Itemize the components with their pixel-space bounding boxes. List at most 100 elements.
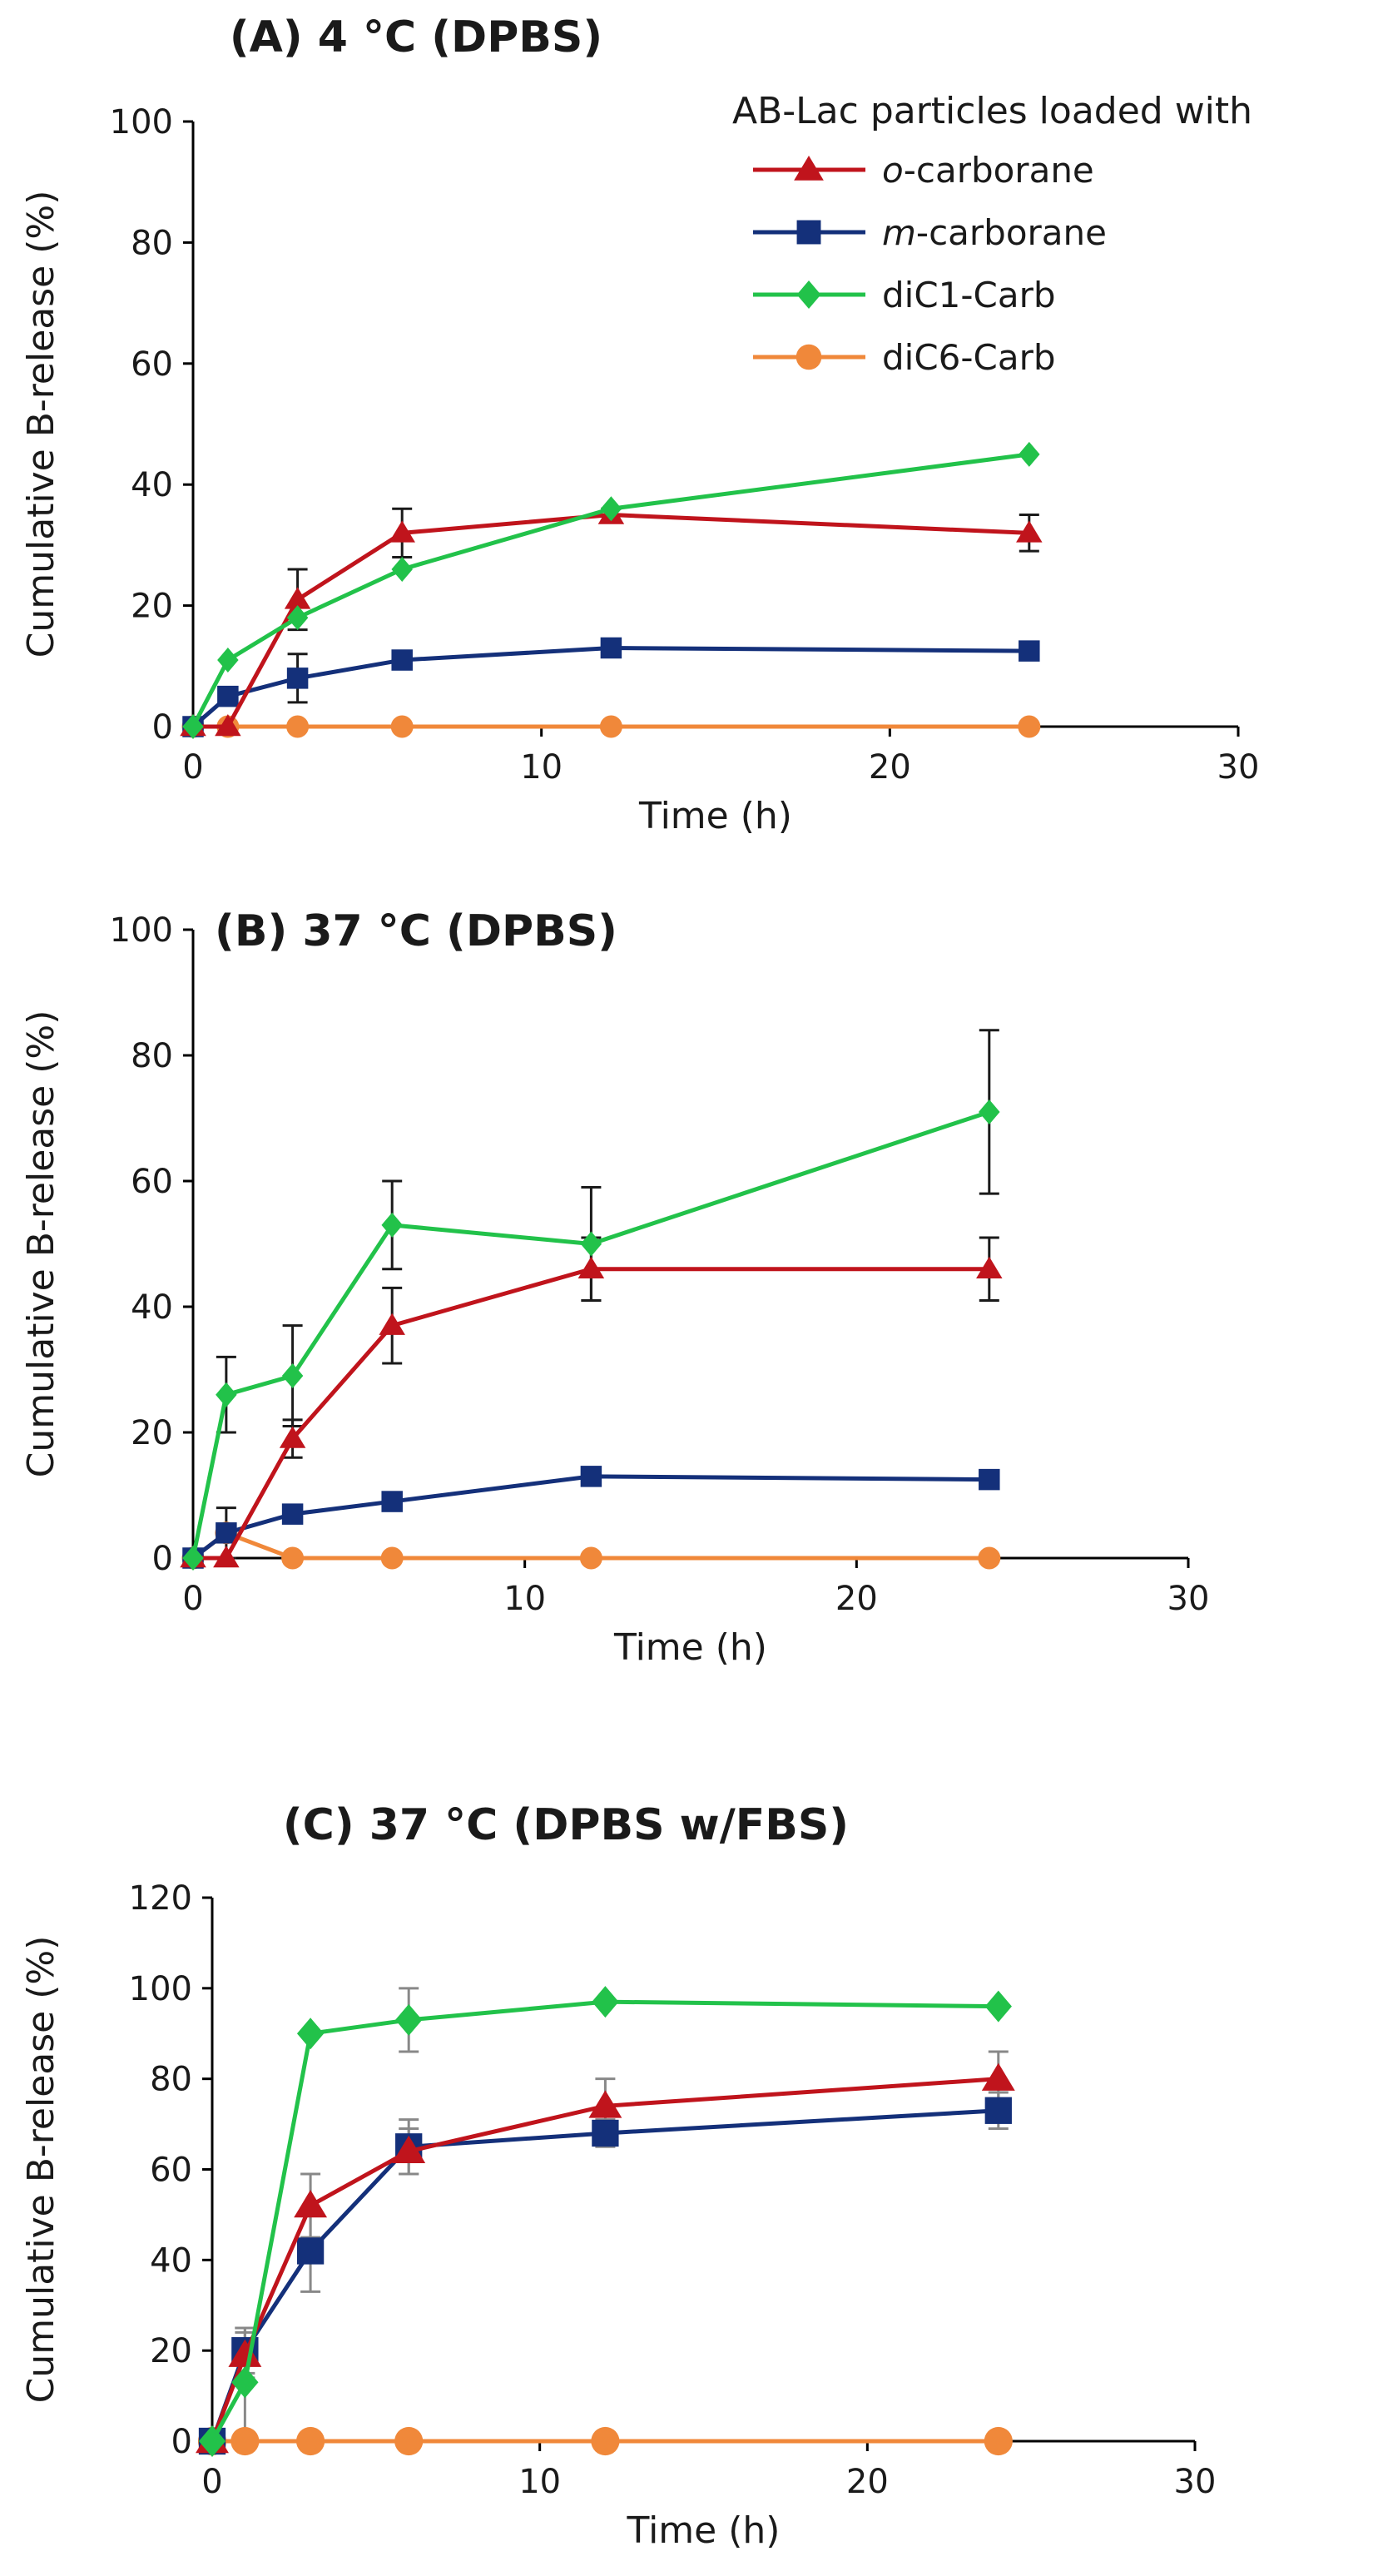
y-tick-label: 40	[150, 2241, 192, 2280]
legend-label: diC6-Carb	[882, 337, 1056, 378]
legend-marker	[796, 344, 822, 370]
data-point-diC6-Carb	[296, 2426, 325, 2456]
legend-label: diC1-Carb	[882, 275, 1056, 315]
y-tick-label: 100	[110, 911, 173, 950]
data-point-diC1-Carb	[182, 714, 204, 739]
legend-marker	[796, 220, 821, 245]
data-point-diC6-Carb	[599, 715, 622, 738]
x-axis-title: Time (h)	[627, 2509, 781, 2552]
data-point-diC1-Carb	[381, 1212, 403, 1238]
data-point-m-carborane	[600, 637, 622, 659]
y-axis-title: Cumulative B-release (%)	[20, 1936, 62, 2404]
data-point-m-carborane	[592, 2119, 619, 2147]
x-tick-label: 10	[520, 748, 563, 787]
y-tick-label: 120	[129, 1879, 192, 1918]
x-tick-label: 0	[201, 2463, 222, 2501]
series-line-m-carborane	[191, 1474, 989, 1560]
data-point-diC6-Carb	[230, 2426, 260, 2456]
x-axis-title: Time (h)	[638, 795, 792, 837]
y-tick-label: 80	[131, 224, 173, 262]
x-tick-label: 30	[1174, 2463, 1217, 2501]
data-point-diC6-Carb	[984, 2426, 1013, 2456]
y-tick-label: 20	[131, 588, 173, 626]
data-point-diC6-Carb	[591, 2426, 620, 2456]
data-point-o-carborane	[294, 2190, 328, 2218]
data-point-diC1-Carb	[395, 2003, 423, 2036]
data-point-m-carborane	[286, 668, 309, 689]
data-point-o-carborane	[228, 2339, 262, 2367]
data-point-o-carborane	[284, 587, 311, 609]
series-line-diC1-Carb	[210, 1999, 999, 2443]
x-axis-title: Time (h)	[613, 1626, 767, 1669]
y-tick-label: 100	[110, 103, 173, 141]
y-axis-title: Cumulative B-release (%)	[20, 1010, 62, 1478]
legend-title: AB-Lac particles loaded with	[732, 90, 1252, 132]
data-point-m-carborane	[580, 1466, 602, 1487]
y-tick-label: 60	[150, 2152, 192, 2190]
y-axis-title: Cumulative B-release (%)	[20, 191, 62, 658]
data-point-diC1-Carb	[281, 1363, 304, 1389]
y-tick-label: 0	[152, 1540, 173, 1578]
data-point-m-carborane	[281, 1503, 304, 1525]
x-tick-label: 20	[835, 1580, 878, 1618]
data-point-diC1-Carb	[592, 1986, 619, 2018]
data-point-o-carborane	[577, 1256, 605, 1278]
legend-marker	[796, 280, 821, 309]
data-point-diC1-Carb	[182, 1546, 204, 1571]
data-point-o-carborane	[981, 2062, 1015, 2091]
data-point-o-carborane	[392, 2135, 426, 2163]
data-point-o-carborane	[976, 1256, 1003, 1278]
legend-label: o-carborane	[882, 150, 1094, 191]
data-point-diC6-Carb	[281, 1546, 305, 1570]
panel-title: (C) 37 °C (DPBS w/FBS)	[283, 1800, 849, 1850]
x-tick-label: 30	[1167, 1580, 1210, 1618]
y-tick-label: 0	[152, 708, 173, 747]
data-point-diC1-Carb	[391, 556, 413, 582]
y-tick-label: 0	[171, 2423, 192, 2461]
x-tick-label: 10	[503, 1580, 546, 1618]
data-point-m-carborane	[216, 1522, 237, 1544]
series-line-o-carborane	[210, 2077, 999, 2442]
data-point-diC6-Carb	[286, 715, 310, 738]
legend-label: m-carborane	[882, 212, 1107, 253]
data-point-diC1-Carb	[217, 648, 239, 673]
data-point-m-carborane	[381, 1491, 403, 1512]
data-point-diC1-Carb	[296, 2018, 325, 2050]
data-point-diC1-Carb	[216, 1382, 237, 1407]
data-point-diC1-Carb	[979, 1099, 1000, 1124]
x-tick-label: 0	[182, 748, 203, 787]
data-point-o-carborane	[213, 1546, 240, 1568]
data-point-diC1-Carb	[198, 2425, 226, 2457]
series-line-o-carborane	[193, 1267, 989, 1561]
data-point-o-carborane	[279, 1426, 306, 1448]
legend: AB-Lac particles loaded with o-carborane m…	[732, 90, 1252, 378]
data-point-diC1-Carb	[580, 1231, 602, 1257]
data-point-o-carborane	[1016, 520, 1043, 543]
series-line-m-carborane	[210, 2108, 999, 2442]
y-tick-label: 40	[131, 1288, 173, 1327]
data-point-m-carborane	[984, 2097, 1012, 2124]
data-point-diC6-Carb	[380, 1546, 404, 1570]
data-point-m-carborane	[391, 649, 413, 671]
data-point-diC1-Carb	[231, 2366, 259, 2399]
y-tick-label: 80	[131, 1037, 173, 1075]
x-tick-label: 10	[518, 2463, 561, 2501]
panel-title: (B) 37 °C (DPBS)	[215, 906, 617, 956]
series-line-o-carborane	[193, 513, 1029, 729]
y-tick-label: 60	[131, 345, 173, 384]
data-point-o-carborane	[389, 520, 415, 543]
data-point-o-carborane	[215, 714, 241, 737]
x-tick-label: 20	[869, 748, 911, 787]
data-point-diC6-Carb	[978, 1546, 1001, 1570]
data-point-o-carborane	[379, 1313, 405, 1335]
y-tick-label: 60	[131, 1163, 173, 1201]
panel-title: (A) 4 °C (DPBS)	[230, 12, 602, 62]
data-point-diC1-Carb	[1019, 441, 1040, 467]
y-tick-label: 20	[131, 1414, 173, 1452]
series-line-diC1-Carb	[191, 1109, 990, 1559]
x-tick-label: 0	[182, 1580, 203, 1618]
data-point-diC6-Carb	[579, 1546, 602, 1570]
x-tick-label: 30	[1217, 748, 1260, 787]
data-point-diC1-Carb	[286, 605, 309, 631]
